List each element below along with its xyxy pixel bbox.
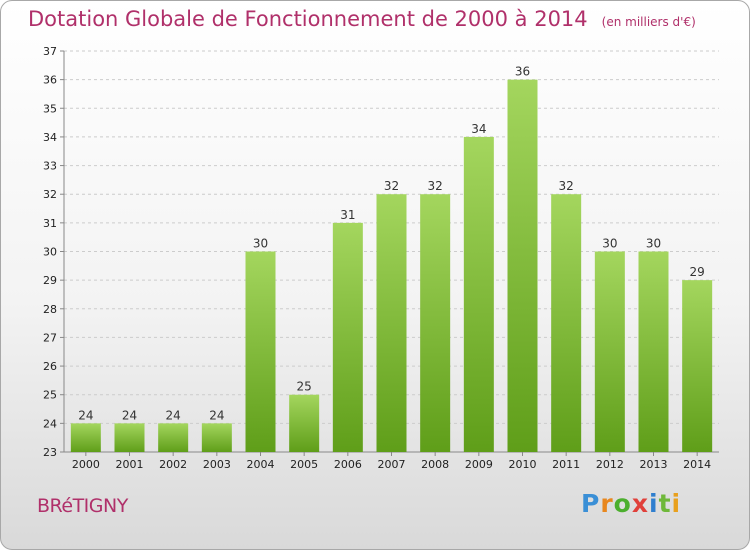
value-label-2001: 24 <box>122 408 137 422</box>
y-tick-label: 26 <box>43 360 57 373</box>
bar-2000 <box>70 423 101 452</box>
value-label-2005: 25 <box>297 380 312 394</box>
bar-2014 <box>682 280 713 452</box>
y-tick-label: 27 <box>43 331 57 344</box>
logo-letter: i <box>671 489 682 518</box>
value-label-2009: 34 <box>471 122 486 136</box>
y-tick-label: 29 <box>43 274 57 287</box>
y-tick-label: 34 <box>43 131 57 144</box>
y-tick-label: 35 <box>43 102 57 115</box>
chart-title: Dotation Globale de Fonctionnement de 20… <box>28 7 696 31</box>
bar-2009 <box>463 136 494 452</box>
logo-letter: t <box>658 489 672 518</box>
y-tick-label: 37 <box>43 45 57 58</box>
bar-2002 <box>158 423 189 452</box>
y-tick-label: 23 <box>43 446 57 459</box>
value-label-2013: 30 <box>646 237 661 251</box>
y-tick-label: 30 <box>43 246 57 259</box>
logo-letter: i <box>649 489 659 518</box>
title-text: Dotation Globale de Fonctionnement de 20… <box>28 7 588 31</box>
value-label-2004: 30 <box>253 237 268 251</box>
value-label-2010: 36 <box>515 65 530 79</box>
bar-2012 <box>594 251 625 452</box>
y-tick-label: 33 <box>43 160 57 173</box>
x-tick-label: 2014 <box>683 458 711 471</box>
proxiti-logo: Proxiti <box>581 489 681 518</box>
x-tick-label: 2008 <box>421 458 449 471</box>
bar-2013 <box>638 251 669 452</box>
value-label-2014: 29 <box>690 265 705 279</box>
x-tick-label: 2000 <box>72 458 100 471</box>
axes: 23 24 25 26 27 28 29 30 31 32 33 34 35 36 37 2000 2001 20… <box>43 45 719 471</box>
x-tick-label: 2004 <box>247 458 275 471</box>
x-tick-label: 2007 <box>378 458 406 471</box>
y-tick-label: 25 <box>43 389 57 402</box>
y-tick-label: 24 <box>43 417 57 430</box>
value-label-2000: 24 <box>78 408 93 422</box>
bars <box>70 79 713 453</box>
bar-2008 <box>420 194 451 452</box>
x-tick-label: 2012 <box>596 458 624 471</box>
x-tick-label: 2006 <box>334 458 362 471</box>
logo-letter: o <box>613 489 632 518</box>
logo-letter: P <box>581 489 601 518</box>
y-tick-label: 31 <box>43 217 57 230</box>
x-tick-label: 2013 <box>640 458 668 471</box>
x-tick-label: 2005 <box>290 458 318 471</box>
bar-2007 <box>376 194 407 452</box>
y-tick-label: 28 <box>43 303 57 316</box>
x-tick-label: 2001 <box>116 458 144 471</box>
x-tick-label: 2010 <box>509 458 537 471</box>
bar-2003 <box>201 423 232 452</box>
x-tick-label: 2009 <box>465 458 493 471</box>
value-label-2007: 32 <box>384 179 399 193</box>
value-label-2011: 32 <box>559 179 574 193</box>
x-tick-label: 2003 <box>203 458 231 471</box>
y-tick-label: 32 <box>43 188 57 201</box>
value-label-2008: 32 <box>428 179 443 193</box>
value-label-2006: 31 <box>340 208 355 222</box>
bar-2011 <box>551 194 582 452</box>
bar-2001 <box>114 423 145 452</box>
labels: 24 24 24 24 30 25 31 32 32 34 36 32 30 30 29 <box>78 65 705 423</box>
value-label-2012: 30 <box>602 237 617 251</box>
x-tick-label: 2011 <box>552 458 580 471</box>
subtitle-text: (en milliers d'€) <box>601 15 696 29</box>
bar-2005 <box>289 394 320 452</box>
value-label-2003: 24 <box>209 408 224 422</box>
bar-2010 <box>507 79 538 453</box>
bar-2004 <box>245 251 276 452</box>
bar-2006 <box>332 222 363 452</box>
place-name: BRéTIGNY <box>37 495 128 517</box>
x-tick-label: 2002 <box>159 458 187 471</box>
value-label-2002: 24 <box>166 408 181 422</box>
logo-letter: x <box>631 489 649 518</box>
y-tick-label: 36 <box>43 74 57 87</box>
logo-letter: r <box>600 489 614 518</box>
